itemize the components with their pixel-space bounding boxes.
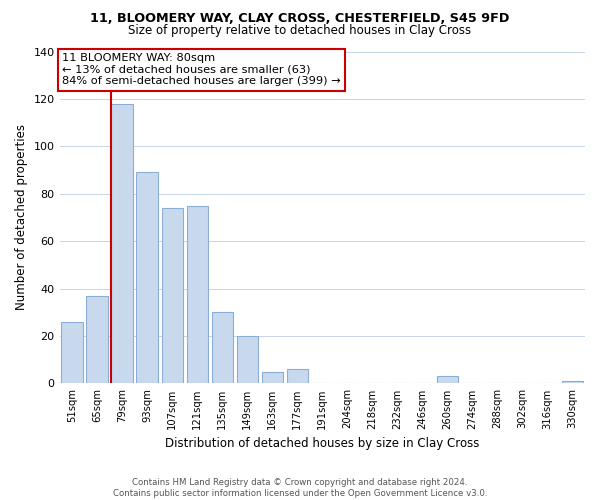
Bar xyxy=(287,369,308,384)
Bar xyxy=(61,322,83,384)
Text: Size of property relative to detached houses in Clay Cross: Size of property relative to detached ho… xyxy=(128,24,472,37)
Text: Contains HM Land Registry data © Crown copyright and database right 2024.
Contai: Contains HM Land Registry data © Crown c… xyxy=(113,478,487,498)
Bar xyxy=(437,376,458,384)
Bar xyxy=(136,172,158,384)
Bar xyxy=(212,312,233,384)
X-axis label: Distribution of detached houses by size in Clay Cross: Distribution of detached houses by size … xyxy=(165,437,479,450)
Bar xyxy=(187,206,208,384)
Bar xyxy=(236,336,258,384)
Bar xyxy=(161,208,183,384)
Bar xyxy=(262,372,283,384)
Y-axis label: Number of detached properties: Number of detached properties xyxy=(15,124,28,310)
Bar xyxy=(112,104,133,384)
Text: 11, BLOOMERY WAY, CLAY CROSS, CHESTERFIELD, S45 9FD: 11, BLOOMERY WAY, CLAY CROSS, CHESTERFIE… xyxy=(91,12,509,26)
Text: 11 BLOOMERY WAY: 80sqm
← 13% of detached houses are smaller (63)
84% of semi-det: 11 BLOOMERY WAY: 80sqm ← 13% of detached… xyxy=(62,53,341,86)
Bar xyxy=(562,381,583,384)
Bar xyxy=(86,296,108,384)
